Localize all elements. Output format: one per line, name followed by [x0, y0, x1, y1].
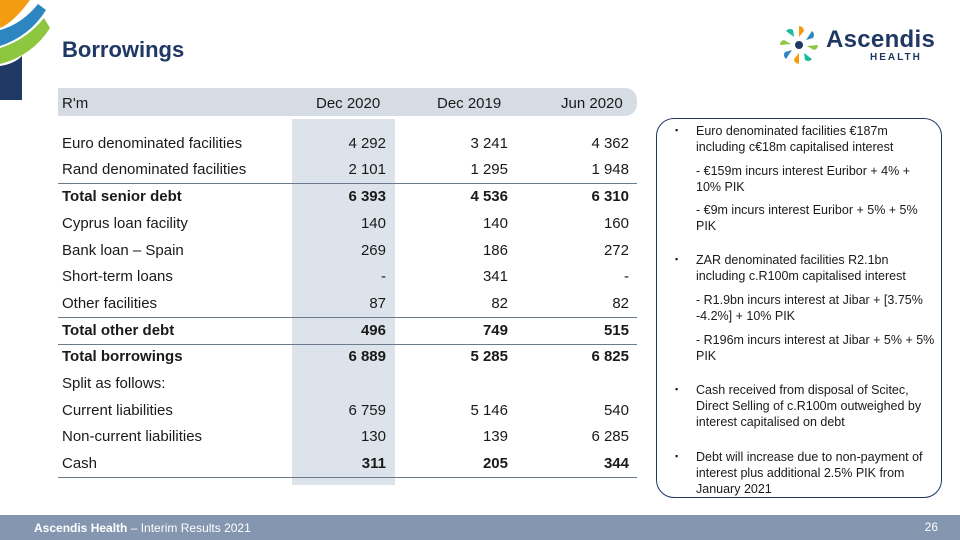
corner-decoration	[0, 0, 50, 100]
row-value: 341	[482, 268, 508, 285]
row-value: 1 295	[470, 161, 508, 178]
row-value: 82	[491, 295, 508, 312]
row-value: 311	[361, 455, 386, 472]
row-value: -	[381, 268, 386, 285]
row-value: 87	[369, 295, 386, 312]
logo-name: Ascendis	[826, 26, 936, 53]
page-number: 26	[924, 520, 938, 534]
row-value: 4 536	[470, 188, 508, 205]
row-value: 4 292	[348, 135, 386, 152]
row-value: 139	[482, 428, 508, 445]
table-divider	[58, 477, 637, 478]
row-label: Rand denominated facilities	[62, 161, 247, 178]
row-value: 186	[482, 242, 508, 259]
column-header-dec2020: Dec 2020	[316, 95, 381, 112]
row-value: 269	[360, 242, 386, 259]
row-value: 272	[603, 242, 629, 259]
row-value: 749	[482, 322, 508, 339]
row-value: 6 310	[591, 188, 629, 205]
row-value: 1 948	[591, 161, 629, 178]
note-zar-facilities: ZAR denominated facilities R2.1bn includ…	[696, 253, 906, 283]
bullet-icon: ▪	[675, 451, 679, 461]
column-header-jun2020: Jun 2020	[561, 95, 623, 112]
row-label: Current liabilities	[62, 402, 173, 419]
current-period-highlight	[292, 119, 395, 485]
row-value: 205	[482, 455, 508, 472]
row-value: 6 759	[348, 402, 386, 419]
row-value: 4 362	[591, 135, 629, 152]
row-value: 344	[603, 455, 629, 472]
row-value: 515	[603, 322, 629, 339]
footer-text: Ascendis Health – Interim Results 2021	[34, 521, 251, 535]
row-label: Non-current liabilities	[62, 428, 203, 445]
notes-panel	[656, 118, 942, 498]
note-zar-sub-2: - R196m incurs interest at Jibar + 5% + …	[696, 333, 935, 363]
footer-brand: Ascendis Health	[34, 521, 128, 535]
bullet-icon: ▪	[675, 125, 679, 135]
row-value: 130	[360, 428, 386, 445]
table-divider	[58, 344, 637, 345]
row-label: Split as follows:	[62, 375, 166, 392]
note-cash-received: Cash received from disposal of Scitec, D…	[696, 383, 922, 429]
row-label: Total borrowings	[62, 348, 183, 365]
note-debt-increase: Debt will increase due to non-payment of…	[696, 450, 923, 496]
row-value: 6 889	[348, 348, 386, 365]
table-divider	[58, 317, 637, 318]
note-zar-sub-1: - R1.9bn incurs interest at Jibar + [3.7…	[696, 293, 923, 323]
column-header-dec2019: Dec 2019	[437, 95, 502, 112]
row-value: 160	[603, 215, 629, 232]
row-value: 496	[360, 322, 386, 339]
row-value: 2 101	[348, 161, 386, 178]
company-logo: Ascendis HEALTH	[776, 20, 946, 70]
column-header-units: R'm	[62, 95, 89, 112]
row-value: 540	[603, 402, 629, 419]
row-label: Bank loan – Spain	[62, 242, 184, 259]
row-label: Short-term loans	[62, 268, 173, 285]
logo-subtitle: HEALTH	[870, 52, 922, 63]
footer-bar	[0, 515, 960, 540]
row-value: 5 146	[470, 402, 508, 419]
row-label: Euro denominated facilities	[62, 135, 243, 152]
table-divider	[58, 183, 637, 184]
row-value: 3 241	[470, 135, 508, 152]
page-title: Borrowings	[62, 37, 185, 62]
row-label: Cash	[62, 455, 98, 472]
row-label: Cyprus loan facility	[62, 215, 188, 232]
row-value: -	[624, 268, 629, 285]
row-label: Total other debt	[62, 322, 175, 339]
row-label: Other facilities	[62, 295, 158, 312]
row-value: 140	[482, 215, 508, 232]
logo-mark-icon	[779, 26, 819, 64]
bullet-icon: ▪	[675, 384, 679, 394]
row-value: 6 393	[348, 188, 386, 205]
table-header-bar	[58, 88, 637, 116]
row-value: 6 285	[591, 428, 629, 445]
row-value: 6 825	[591, 348, 629, 365]
row-value: 140	[360, 215, 386, 232]
footer-caption: – Interim Results 2021	[127, 521, 251, 535]
bullet-icon: ▪	[675, 254, 679, 264]
note-euro-sub-2: - €9m incurs interest Euribor + 5% + 5% …	[696, 203, 918, 233]
note-euro-sub-1: - €159m incurs interest Euribor + 4% + 1…	[696, 164, 910, 194]
note-euro-facilities: Euro denominated facilities €187m includ…	[696, 124, 894, 154]
row-label: Total senior debt	[62, 188, 182, 205]
row-value: 5 285	[470, 348, 508, 365]
row-value: 82	[612, 295, 629, 312]
